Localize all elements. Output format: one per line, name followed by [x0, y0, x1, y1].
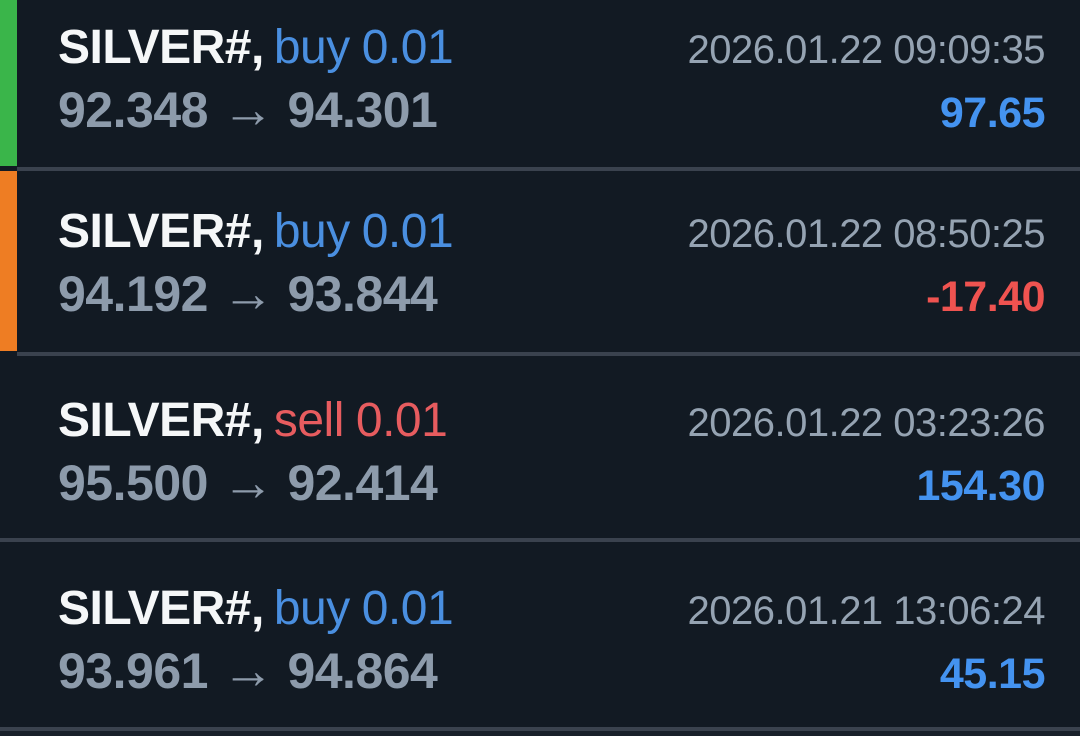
volume-label: 0.01	[361, 21, 454, 74]
close-time-label: 2026.01.22 03:23:26	[687, 401, 1045, 445]
close-price-label: 93.844	[287, 266, 438, 323]
trade-title: SILVER#, buy 0.01	[58, 581, 454, 636]
row-divider	[17, 167, 1080, 171]
close-price-label: 92.414	[287, 455, 438, 512]
profit-value: 97.65	[939, 89, 1046, 138]
side-label: buy	[273, 21, 350, 74]
arrow-icon: →	[221, 265, 274, 324]
trade-title: SILVER#, buy 0.01	[58, 204, 454, 259]
close-time-label: 2026.01.22 09:09:35	[687, 28, 1045, 72]
symbol-label: SILVER#,	[58, 205, 264, 258]
row-divider	[0, 727, 1080, 731]
profit-value: 45.15	[939, 650, 1046, 699]
close-time-label: 2026.01.21 13:06:24	[687, 589, 1045, 633]
side-label: sell	[273, 394, 345, 447]
profit-value: -17.40	[926, 273, 1045, 322]
price-range: 94.192 → 93.844	[58, 265, 438, 325]
close-time-label: 2026.01.22 08:50:25	[687, 212, 1045, 256]
open-price-label: 93.961	[58, 643, 208, 700]
volume-label: 0.01	[361, 205, 454, 258]
close-price-label: 94.864	[287, 643, 438, 700]
price-range: 93.961 → 94.864	[58, 642, 438, 702]
open-price-label: 95.500	[58, 455, 208, 512]
trade-title: SILVER#, buy 0.01	[58, 20, 454, 75]
profit-value: 154.30	[916, 462, 1045, 511]
volume-label: 0.01	[361, 582, 454, 635]
symbol-label: SILVER#,	[58, 582, 264, 635]
trade-row[interactable]: SILVER#, buy 0.01 2026.01.21 13:06:24 93.9…	[0, 542, 1080, 731]
price-range: 95.500 → 92.414	[58, 454, 438, 514]
side-label: buy	[273, 205, 350, 258]
price-range: 92.348 → 94.301	[58, 81, 438, 141]
open-price-label: 92.348	[58, 82, 208, 139]
arrow-icon: →	[221, 642, 274, 701]
trade-row[interactable]: SILVER#, buy 0.01 2026.01.22 08:50:25 94.1…	[0, 171, 1080, 356]
arrow-icon: →	[221, 454, 274, 513]
symbol-label: SILVER#,	[58, 394, 264, 447]
row-divider	[17, 352, 1080, 356]
row-divider	[0, 538, 1080, 542]
close-price-label: 94.301	[287, 82, 438, 139]
arrow-icon: →	[221, 81, 274, 140]
volume-label: 0.01	[355, 394, 448, 447]
profit-indicator-bar	[0, 0, 17, 166]
profit-indicator-bar	[0, 171, 17, 351]
trade-row[interactable]: SILVER#, sell 0.01 2026.01.22 03:23:26 95.…	[0, 356, 1080, 542]
side-label: buy	[273, 582, 350, 635]
trade-title: SILVER#, sell 0.01	[58, 393, 448, 448]
next-row-partial	[0, 731, 1080, 736]
symbol-label: SILVER#,	[58, 21, 264, 74]
trade-row[interactable]: SILVER#, buy 0.01 2026.01.22 09:09:35 92.3…	[0, 0, 1080, 171]
open-price-label: 94.192	[58, 266, 208, 323]
